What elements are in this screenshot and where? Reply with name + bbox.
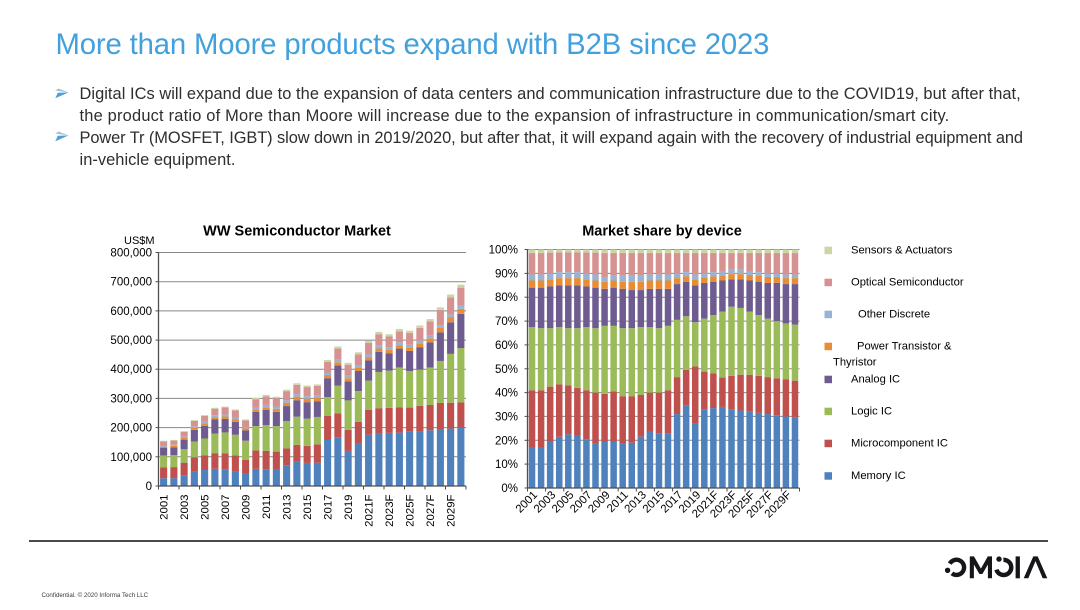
svg-text:2003: 2003 [179,495,191,520]
svg-text:0%: 0% [501,483,518,495]
svg-text:Market share by device: Market share by device [582,224,742,240]
svg-text:2013: 2013 [282,495,294,520]
svg-text:200,000: 200,000 [110,423,152,435]
svg-text:40%: 40% [495,388,518,400]
svg-text:2023F: 2023F [384,494,396,526]
svg-text:2007: 2007 [220,495,232,520]
svg-text:Microcomponent IC: Microcomponent IC [851,438,948,450]
svg-text:2017: 2017 [323,495,335,520]
svg-text:2001: 2001 [159,495,171,520]
svg-text:2015: 2015 [302,495,314,520]
svg-text:400,000: 400,000 [110,364,152,376]
svg-text:2021F: 2021F [364,494,376,526]
svg-text:50%: 50% [495,364,518,376]
svg-text:Sensors & Actuators: Sensors & Actuators [851,245,953,257]
svg-text:Thyristor: Thyristor [833,357,877,369]
svg-text:WW Semiconductor Market: WW Semiconductor Market [203,224,391,240]
svg-text:10%: 10% [495,459,518,471]
svg-text:600,000: 600,000 [110,306,152,318]
svg-text:Optical Semiconductor: Optical Semiconductor [851,277,964,289]
svg-text:Analog IC: Analog IC [851,374,900,386]
svg-text:90%: 90% [495,268,518,280]
svg-text:2019: 2019 [343,495,355,520]
svg-text:2027F: 2027F [425,494,437,526]
svg-text:100,000: 100,000 [110,452,152,464]
svg-text:0: 0 [146,481,152,493]
svg-text:2011: 2011 [261,495,273,520]
svg-text:2025F: 2025F [405,494,417,526]
svg-text:Logic IC: Logic IC [851,406,892,418]
svg-text:Memory IC: Memory IC [851,470,906,482]
svg-text:100%: 100% [489,245,518,257]
svg-text:20%: 20% [495,435,518,447]
svg-text:2009: 2009 [241,495,253,520]
svg-text:500,000: 500,000 [110,335,152,347]
svg-text:Other Discrete: Other Discrete [858,309,930,321]
svg-text:2029F: 2029F [446,494,458,526]
svg-text:60%: 60% [495,340,518,352]
svg-text:300,000: 300,000 [110,393,152,405]
svg-text:US$M: US$M [124,235,155,247]
svg-text:30%: 30% [495,411,518,423]
svg-text:Power Transistor &: Power Transistor & [857,341,952,353]
svg-text:700,000: 700,000 [110,277,152,289]
svg-text:2005: 2005 [200,495,212,520]
svg-text:800,000: 800,000 [110,248,152,260]
svg-text:80%: 80% [495,292,518,304]
svg-text:70%: 70% [495,316,518,328]
